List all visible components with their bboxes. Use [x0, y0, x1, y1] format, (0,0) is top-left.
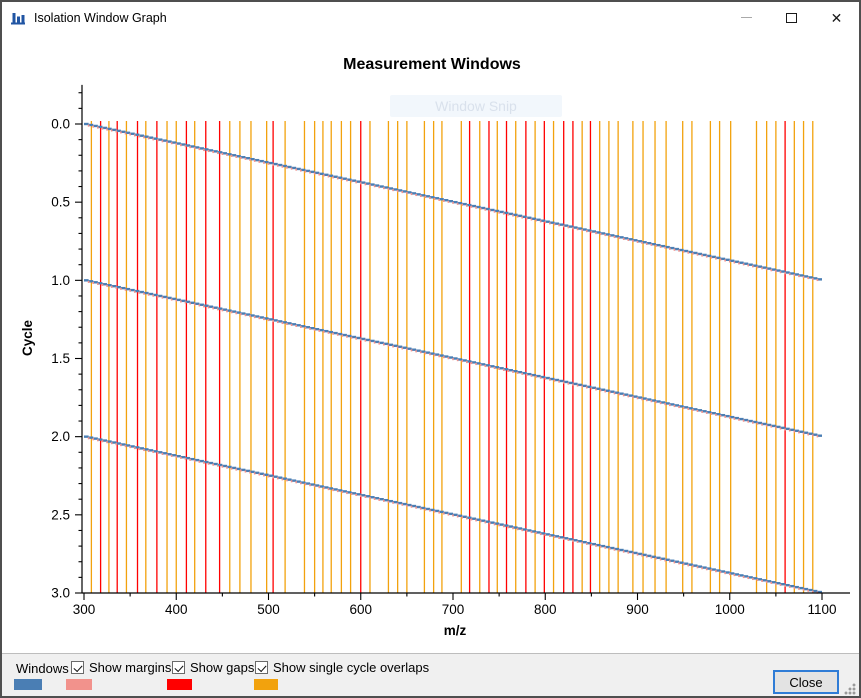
svg-text:m/z: m/z	[444, 623, 467, 638]
svg-text:400: 400	[165, 602, 188, 617]
svg-text:800: 800	[534, 602, 557, 617]
windows-series	[84, 122, 822, 594]
resize-grip[interactable]	[844, 683, 856, 695]
checkbox-check-icon[interactable]	[71, 661, 84, 674]
show-gaps-label: Show gaps	[190, 660, 255, 675]
show-single-cycle-overlaps-label: Show single cycle overlaps	[273, 660, 430, 675]
maximize-button[interactable]	[769, 2, 814, 33]
legend-windows-label: Windows	[16, 661, 69, 676]
svg-text:500: 500	[257, 602, 280, 617]
maximize-icon	[786, 12, 797, 23]
show-margins-checkbox[interactable]: Show margins	[71, 660, 171, 675]
svg-text:Measurement Windows: Measurement Windows	[343, 56, 521, 73]
checkbox-check-icon[interactable]	[172, 661, 185, 674]
app-chart-icon	[11, 12, 25, 24]
svg-text:1.0: 1.0	[51, 273, 70, 288]
svg-text:0.0: 0.0	[51, 117, 70, 132]
svg-text:1000: 1000	[715, 602, 745, 617]
close-icon: ✕	[830, 9, 843, 26]
windows-color-swatch	[14, 679, 42, 690]
measurement-windows-chart: 0.0 0.5 1.0 1.5 2.0 2.5 3.0 300 400 500 600 700 800 9…	[2, 33, 859, 653]
show-margins-label: Show margins	[89, 660, 172, 675]
svg-text:0.5: 0.5	[51, 195, 70, 210]
svg-text:600: 600	[349, 602, 372, 617]
checkbox-check-icon[interactable]	[255, 661, 268, 674]
svg-text:Cycle: Cycle	[20, 319, 35, 356]
legend-panel: Windows Show margins Show gaps Show sing…	[2, 653, 859, 696]
minimize-icon	[741, 17, 752, 18]
minimize-button[interactable]	[724, 2, 769, 33]
window-title: Isolation Window Graph	[34, 10, 167, 25]
svg-text:700: 700	[442, 602, 465, 617]
show-single-cycle-overlaps-checkbox[interactable]: Show single cycle overlaps	[255, 660, 429, 675]
svg-text:2.5: 2.5	[51, 507, 70, 522]
svg-text:300: 300	[73, 602, 96, 617]
chart-text: Measurement Windows m/z Cycle	[20, 56, 521, 638]
show-gaps-checkbox[interactable]: Show gaps	[172, 660, 254, 675]
svg-text:900: 900	[626, 602, 649, 617]
close-button[interactable]: Close	[773, 670, 839, 694]
svg-text:2.0: 2.0	[51, 429, 70, 444]
svg-text:1100: 1100	[807, 602, 836, 617]
titlebar: Isolation Window Graph ✕	[2, 2, 859, 33]
gaps-color-swatch	[167, 679, 192, 690]
boundary-lines	[90, 121, 814, 593]
margins-color-swatch	[66, 679, 92, 690]
close-window-button[interactable]: ✕	[814, 2, 859, 33]
svg-text:1.5: 1.5	[51, 351, 70, 366]
overlaps-color-swatch	[254, 679, 278, 690]
svg-text:3.0: 3.0	[51, 586, 70, 601]
